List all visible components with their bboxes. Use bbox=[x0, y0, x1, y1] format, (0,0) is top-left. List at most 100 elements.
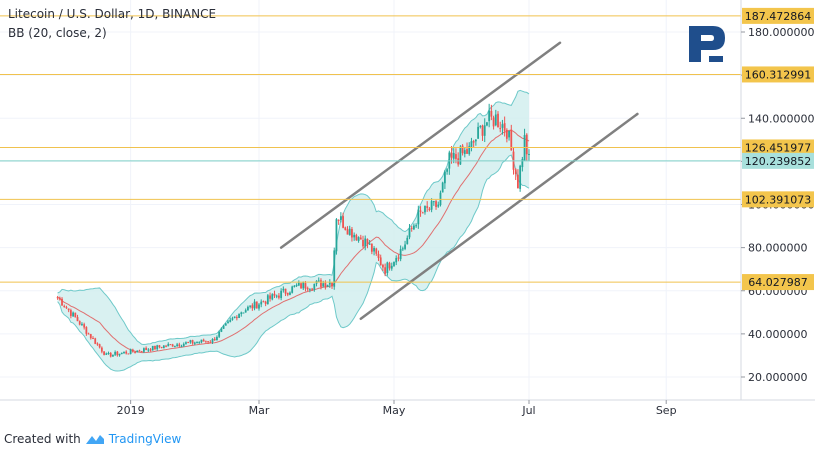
candle bbox=[140, 350, 143, 353]
candle-body bbox=[437, 204, 440, 207]
candle-body bbox=[390, 265, 393, 269]
candle bbox=[375, 247, 378, 256]
price-levels bbox=[0, 15, 741, 283]
candle-body bbox=[160, 346, 163, 348]
candle bbox=[432, 200, 435, 206]
candle bbox=[271, 293, 274, 301]
candle bbox=[251, 303, 254, 311]
candle-body bbox=[189, 340, 192, 343]
candle-body bbox=[222, 325, 225, 329]
candle-body bbox=[368, 243, 371, 245]
candle-body bbox=[519, 165, 522, 189]
candle bbox=[377, 250, 380, 262]
candle bbox=[109, 352, 112, 358]
candle bbox=[413, 223, 415, 231]
candle-body bbox=[78, 321, 81, 325]
candle bbox=[143, 347, 145, 353]
candle bbox=[191, 339, 194, 345]
candle bbox=[229, 317, 232, 323]
candle-body bbox=[375, 248, 378, 254]
candle bbox=[308, 288, 311, 293]
candle-body bbox=[410, 227, 413, 229]
candle bbox=[200, 339, 203, 344]
candle-body bbox=[346, 229, 349, 235]
candle-body bbox=[348, 228, 351, 236]
bollinger-bands bbox=[57, 89, 530, 372]
candle-body bbox=[173, 345, 176, 347]
candle bbox=[284, 288, 287, 297]
candle-body bbox=[328, 282, 331, 285]
candle bbox=[273, 290, 276, 298]
candle-body bbox=[165, 345, 167, 347]
candle bbox=[74, 312, 77, 318]
candle bbox=[297, 280, 300, 287]
created-with-text: Created with bbox=[4, 432, 81, 446]
tradingview-brand[interactable]: TradingView bbox=[108, 432, 182, 446]
candle bbox=[417, 205, 420, 229]
candle bbox=[218, 330, 221, 338]
candle-body bbox=[211, 338, 214, 343]
candle bbox=[224, 322, 227, 326]
candle-body bbox=[359, 237, 362, 240]
candle bbox=[131, 348, 134, 353]
candle bbox=[169, 344, 172, 346]
candle-body bbox=[89, 334, 92, 339]
candle-body bbox=[156, 345, 159, 350]
candle bbox=[508, 130, 510, 141]
candle-body bbox=[324, 282, 327, 288]
candle bbox=[156, 344, 159, 351]
candle-body bbox=[140, 351, 143, 353]
candle bbox=[138, 349, 141, 352]
candle-body bbox=[187, 341, 190, 343]
candle-body bbox=[393, 261, 395, 267]
candle-body bbox=[154, 345, 156, 350]
candle-body bbox=[455, 154, 457, 159]
candle-body bbox=[426, 206, 429, 208]
candle bbox=[351, 227, 353, 242]
candle-body bbox=[432, 201, 435, 203]
bb-lower-band bbox=[57, 154, 530, 372]
candle-body bbox=[145, 347, 148, 350]
candle-body bbox=[92, 338, 94, 340]
candle-body bbox=[355, 235, 358, 241]
candle-body bbox=[244, 310, 247, 313]
candle bbox=[266, 294, 269, 305]
time-axis[interactable]: 2019 Mar May Jul Sep bbox=[117, 400, 677, 417]
candle-body bbox=[233, 316, 236, 318]
candle-body bbox=[182, 343, 185, 347]
candle-body bbox=[185, 342, 187, 344]
candle-body bbox=[466, 149, 468, 154]
candle-body bbox=[253, 301, 256, 309]
tradingview-icon bbox=[85, 435, 104, 444]
candle-body bbox=[443, 171, 446, 184]
candle-body bbox=[238, 313, 240, 318]
price-chart[interactable]: 20.00000040.00000060.00000080.000000100.… bbox=[0, 0, 815, 430]
candle-body bbox=[207, 341, 209, 343]
candle bbox=[162, 345, 165, 349]
candle bbox=[63, 304, 66, 308]
candle-body bbox=[100, 347, 103, 352]
candle-body bbox=[94, 338, 97, 344]
candle-body bbox=[266, 295, 269, 305]
candle bbox=[366, 238, 369, 249]
candle-body bbox=[406, 237, 409, 245]
candle-body bbox=[200, 339, 203, 343]
candle bbox=[98, 343, 101, 349]
candle-body bbox=[395, 257, 398, 263]
candle-body bbox=[320, 280, 322, 287]
candle-body bbox=[494, 114, 497, 126]
indicator-label[interactable]: BB (20, close, 2) bbox=[8, 26, 107, 40]
x-tick-label: Jul bbox=[521, 404, 535, 417]
level-label-box bbox=[742, 152, 814, 169]
candle bbox=[231, 316, 234, 321]
candle bbox=[479, 125, 482, 129]
candle bbox=[136, 350, 139, 353]
candle bbox=[253, 299, 256, 311]
candle bbox=[472, 139, 475, 148]
candle-body bbox=[65, 307, 68, 309]
candle-body bbox=[490, 110, 493, 117]
candle-body bbox=[304, 283, 307, 289]
candle-body bbox=[227, 321, 229, 324]
candle bbox=[222, 324, 225, 330]
candle-body bbox=[112, 354, 114, 357]
